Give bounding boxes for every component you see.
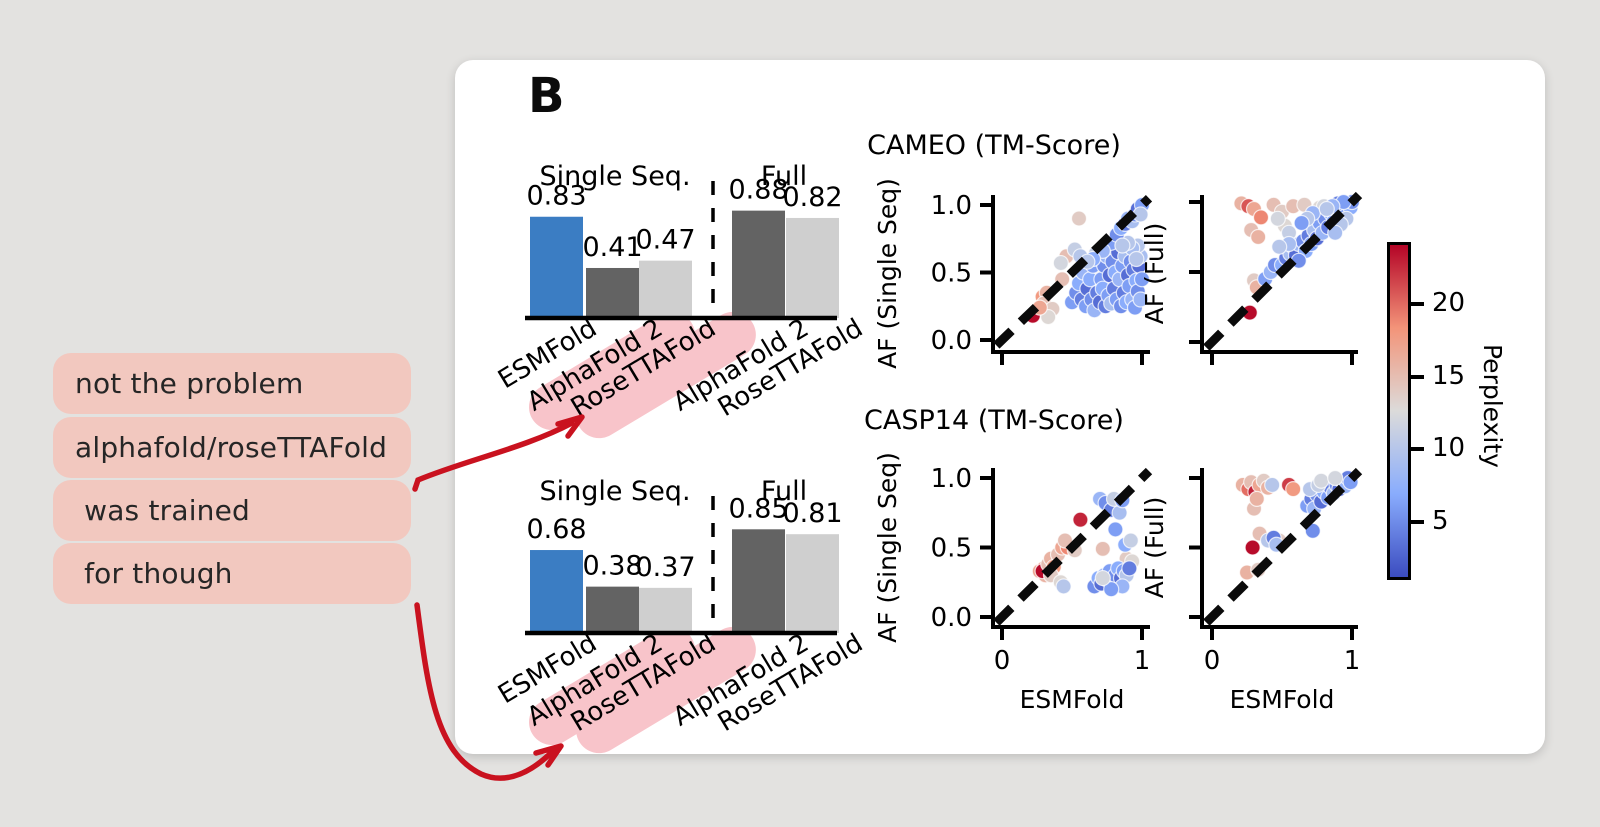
- colorbar-tick-label: 15: [1432, 360, 1466, 391]
- annotation-line-3: was trained: [53, 480, 411, 541]
- colorbar-tick-label: 20: [1432, 288, 1466, 319]
- annotation-line-1: not the problem: [53, 353, 411, 414]
- panel-label: B: [528, 68, 565, 124]
- colorbar-title: Perplexity: [1478, 344, 1507, 468]
- colorbar-tick: [1411, 302, 1424, 307]
- annotation-text: alphafold/roseTTAFold: [75, 431, 388, 464]
- annotation-text: not the problem: [75, 367, 304, 400]
- colorbar-tick-label: 5: [1432, 505, 1449, 536]
- annotation-text: for though: [75, 557, 233, 590]
- annotation-text: was trained: [75, 494, 251, 527]
- colorbar-tick-label: 10: [1432, 433, 1466, 464]
- colorbar-tick: [1411, 447, 1424, 452]
- annotation-line-2: alphafold/roseTTAFold: [53, 417, 411, 478]
- annotation-line-4: for though: [53, 543, 411, 604]
- colorbar-tick: [1411, 374, 1424, 379]
- figure-card: [455, 60, 1545, 754]
- colorbar: [1387, 242, 1411, 580]
- colorbar-tick: [1411, 519, 1424, 524]
